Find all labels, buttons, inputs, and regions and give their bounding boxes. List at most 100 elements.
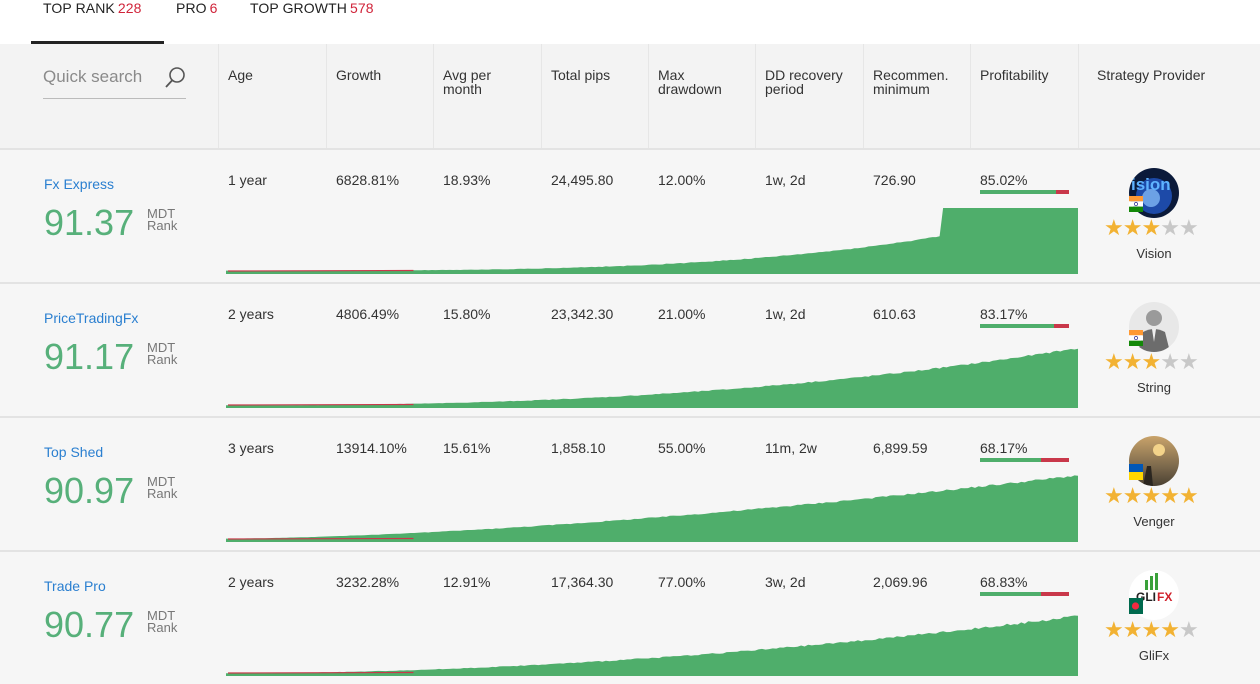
strategy-name-link[interactable]: Trade Pro [44, 578, 106, 594]
profitability-bar-fill [980, 458, 1041, 462]
mdt-rank-label: MDT Rank [147, 340, 177, 366]
recommended-minimum-value: 610.63 [873, 306, 916, 322]
profitability-value: 83.17% [980, 306, 1028, 322]
col-age[interactable]: Age [228, 67, 253, 83]
avg-month-value: 15.61% [443, 440, 491, 456]
rating-stars: ★★★★★ [1104, 215, 1199, 240]
col-dd-line2: drawdown [658, 81, 722, 97]
star-filled-icon: ★ [1141, 617, 1161, 642]
age-value: 2 years [228, 306, 274, 322]
search-input[interactable] [43, 64, 161, 90]
star-filled-icon: ★ [1178, 483, 1199, 508]
strategy-provider[interactable]: ★★★★★ String [1080, 284, 1260, 416]
col-strategy-provider[interactable]: Strategy Provider [1097, 67, 1206, 83]
profitability-bar [980, 324, 1069, 328]
rating-stars: ★★★★★ [1104, 617, 1199, 642]
mdt-rank-label: MDT Rank [147, 206, 177, 232]
tab-pro[interactable]: PRO 6 [176, 0, 218, 16]
dd-recovery-value: 11m, 2w [765, 440, 817, 456]
provider-avatar[interactable] [1129, 302, 1179, 352]
tab-top-growth-label: TOP GROWTH [250, 0, 347, 16]
star-empty-icon: ★ [1178, 617, 1199, 642]
star-empty-icon: ★ [1160, 349, 1180, 374]
profitability-value: 68.17% [980, 440, 1028, 456]
tab-top-growth[interactable]: TOP GROWTH 578 [250, 0, 374, 16]
rating-stars: ★★★★★ [1104, 483, 1199, 508]
max-drawdown-value: 55.00% [658, 440, 706, 456]
profitability-bar-fill [980, 190, 1056, 194]
provider-name[interactable]: String [1137, 380, 1171, 395]
total-pips-value: 1,858.10 [551, 440, 606, 456]
profitability-bar [980, 592, 1069, 596]
age-value: 3 years [228, 440, 274, 456]
col-growth[interactable]: Growth [336, 67, 382, 83]
star-filled-icon: ★ [1104, 349, 1124, 374]
max-drawdown-value: 77.00% [658, 574, 706, 590]
star-filled-icon: ★ [1160, 617, 1180, 642]
table-row[interactable]: Fx Express 91.37 MDT Rank 1 year 6828.81… [0, 148, 1260, 282]
mdt-label: MDT [147, 340, 176, 355]
total-pips-value: 24,495.80 [551, 172, 614, 188]
equity-area [226, 615, 1078, 676]
strategy-name-link[interactable]: Top Shed [44, 444, 104, 460]
mdt-label: MDT [147, 206, 176, 221]
avg-month-value: 18.93% [443, 172, 491, 188]
strategy-name-link[interactable]: PriceTradingFx [44, 310, 139, 326]
total-pips-value: 23,342.30 [551, 306, 614, 322]
column-divider [541, 44, 542, 148]
star-filled-icon: ★ [1160, 483, 1180, 508]
equity-area [226, 475, 1078, 542]
star-filled-icon: ★ [1122, 349, 1143, 374]
col-dd-recovery[interactable]: DD recovery period [765, 68, 843, 96]
recommended-minimum-value: 726.90 [873, 172, 916, 188]
table-row[interactable]: PriceTradingFx 91.17 MDT Rank 2 years 48… [0, 282, 1260, 416]
star-filled-icon: ★ [1141, 483, 1161, 508]
tab-pro-count: 6 [209, 0, 218, 16]
search-icon[interactable] [164, 66, 186, 90]
strategy-name-link[interactable]: Fx Express [44, 176, 115, 192]
growth-value: 13914.10% [336, 440, 407, 456]
strategy-provider[interactable]: GLI FX ★★★★★ GliFx [1080, 552, 1260, 684]
provider-name[interactable]: GliFx [1138, 648, 1170, 663]
table-row[interactable]: Trade Pro 90.77 MDT Rank 2 years 3232.28… [0, 550, 1260, 684]
star-filled-icon: ★ [1104, 483, 1124, 508]
mdt-rank-value: 91.37 [44, 202, 135, 243]
strategy-provider[interactable]: ision ★★★★★ Vision [1080, 150, 1260, 282]
provider-name[interactable]: Venger [1133, 514, 1175, 529]
col-max-drawdown[interactable]: Max drawdown [658, 68, 722, 96]
star-filled-icon: ★ [1122, 483, 1143, 508]
provider-name[interactable]: Vision [1136, 246, 1172, 261]
tab-top-rank[interactable]: TOP RANK 228 [43, 0, 142, 16]
column-divider [326, 44, 327, 148]
drawdown-line [227, 403, 414, 406]
column-divider [648, 44, 649, 148]
rank-label: Rank [147, 620, 178, 635]
col-dd-line1: Max [658, 67, 685, 83]
strategy-provider[interactable]: ★★★★★ Venger [1080, 418, 1260, 550]
age-value: 2 years [228, 574, 274, 590]
drawdown-line [227, 537, 414, 540]
tab-bar: TOP RANK 228 PRO 6 TOP GROWTH 578 [0, 0, 1260, 44]
col-avg-per-month[interactable]: Avg per month [443, 68, 491, 96]
growth-chart [226, 206, 1078, 274]
star-filled-icon: ★ [1104, 215, 1124, 240]
active-tab-indicator [31, 41, 164, 44]
col-total-pips[interactable]: Total pips [551, 67, 611, 83]
col-recommended-minimum[interactable]: Recommen. minimum [873, 68, 948, 96]
col-profitability[interactable]: Profitability [980, 67, 1049, 83]
star-empty-icon: ★ [1178, 349, 1199, 374]
table-row[interactable]: Top Shed 90.97 MDT Rank 3 years 13914.10… [0, 416, 1260, 550]
profitability-bar-fill [980, 592, 1042, 596]
col-min-line1: Recommen. [873, 67, 949, 83]
profitability-value: 68.83% [980, 574, 1028, 590]
mdt-rank-value: 90.77 [44, 604, 135, 645]
profitability-bar [980, 458, 1069, 462]
star-empty-icon: ★ [1160, 215, 1180, 240]
mdt-rank-value: 91.17 [44, 336, 135, 377]
star-filled-icon: ★ [1141, 215, 1161, 240]
star-filled-icon: ★ [1122, 617, 1143, 642]
total-pips-value: 17,364.30 [551, 574, 614, 590]
tab-top-growth-count: 578 [349, 0, 374, 16]
max-drawdown-value: 12.00% [658, 172, 706, 188]
mdt-rank-value: 90.97 [44, 470, 135, 511]
